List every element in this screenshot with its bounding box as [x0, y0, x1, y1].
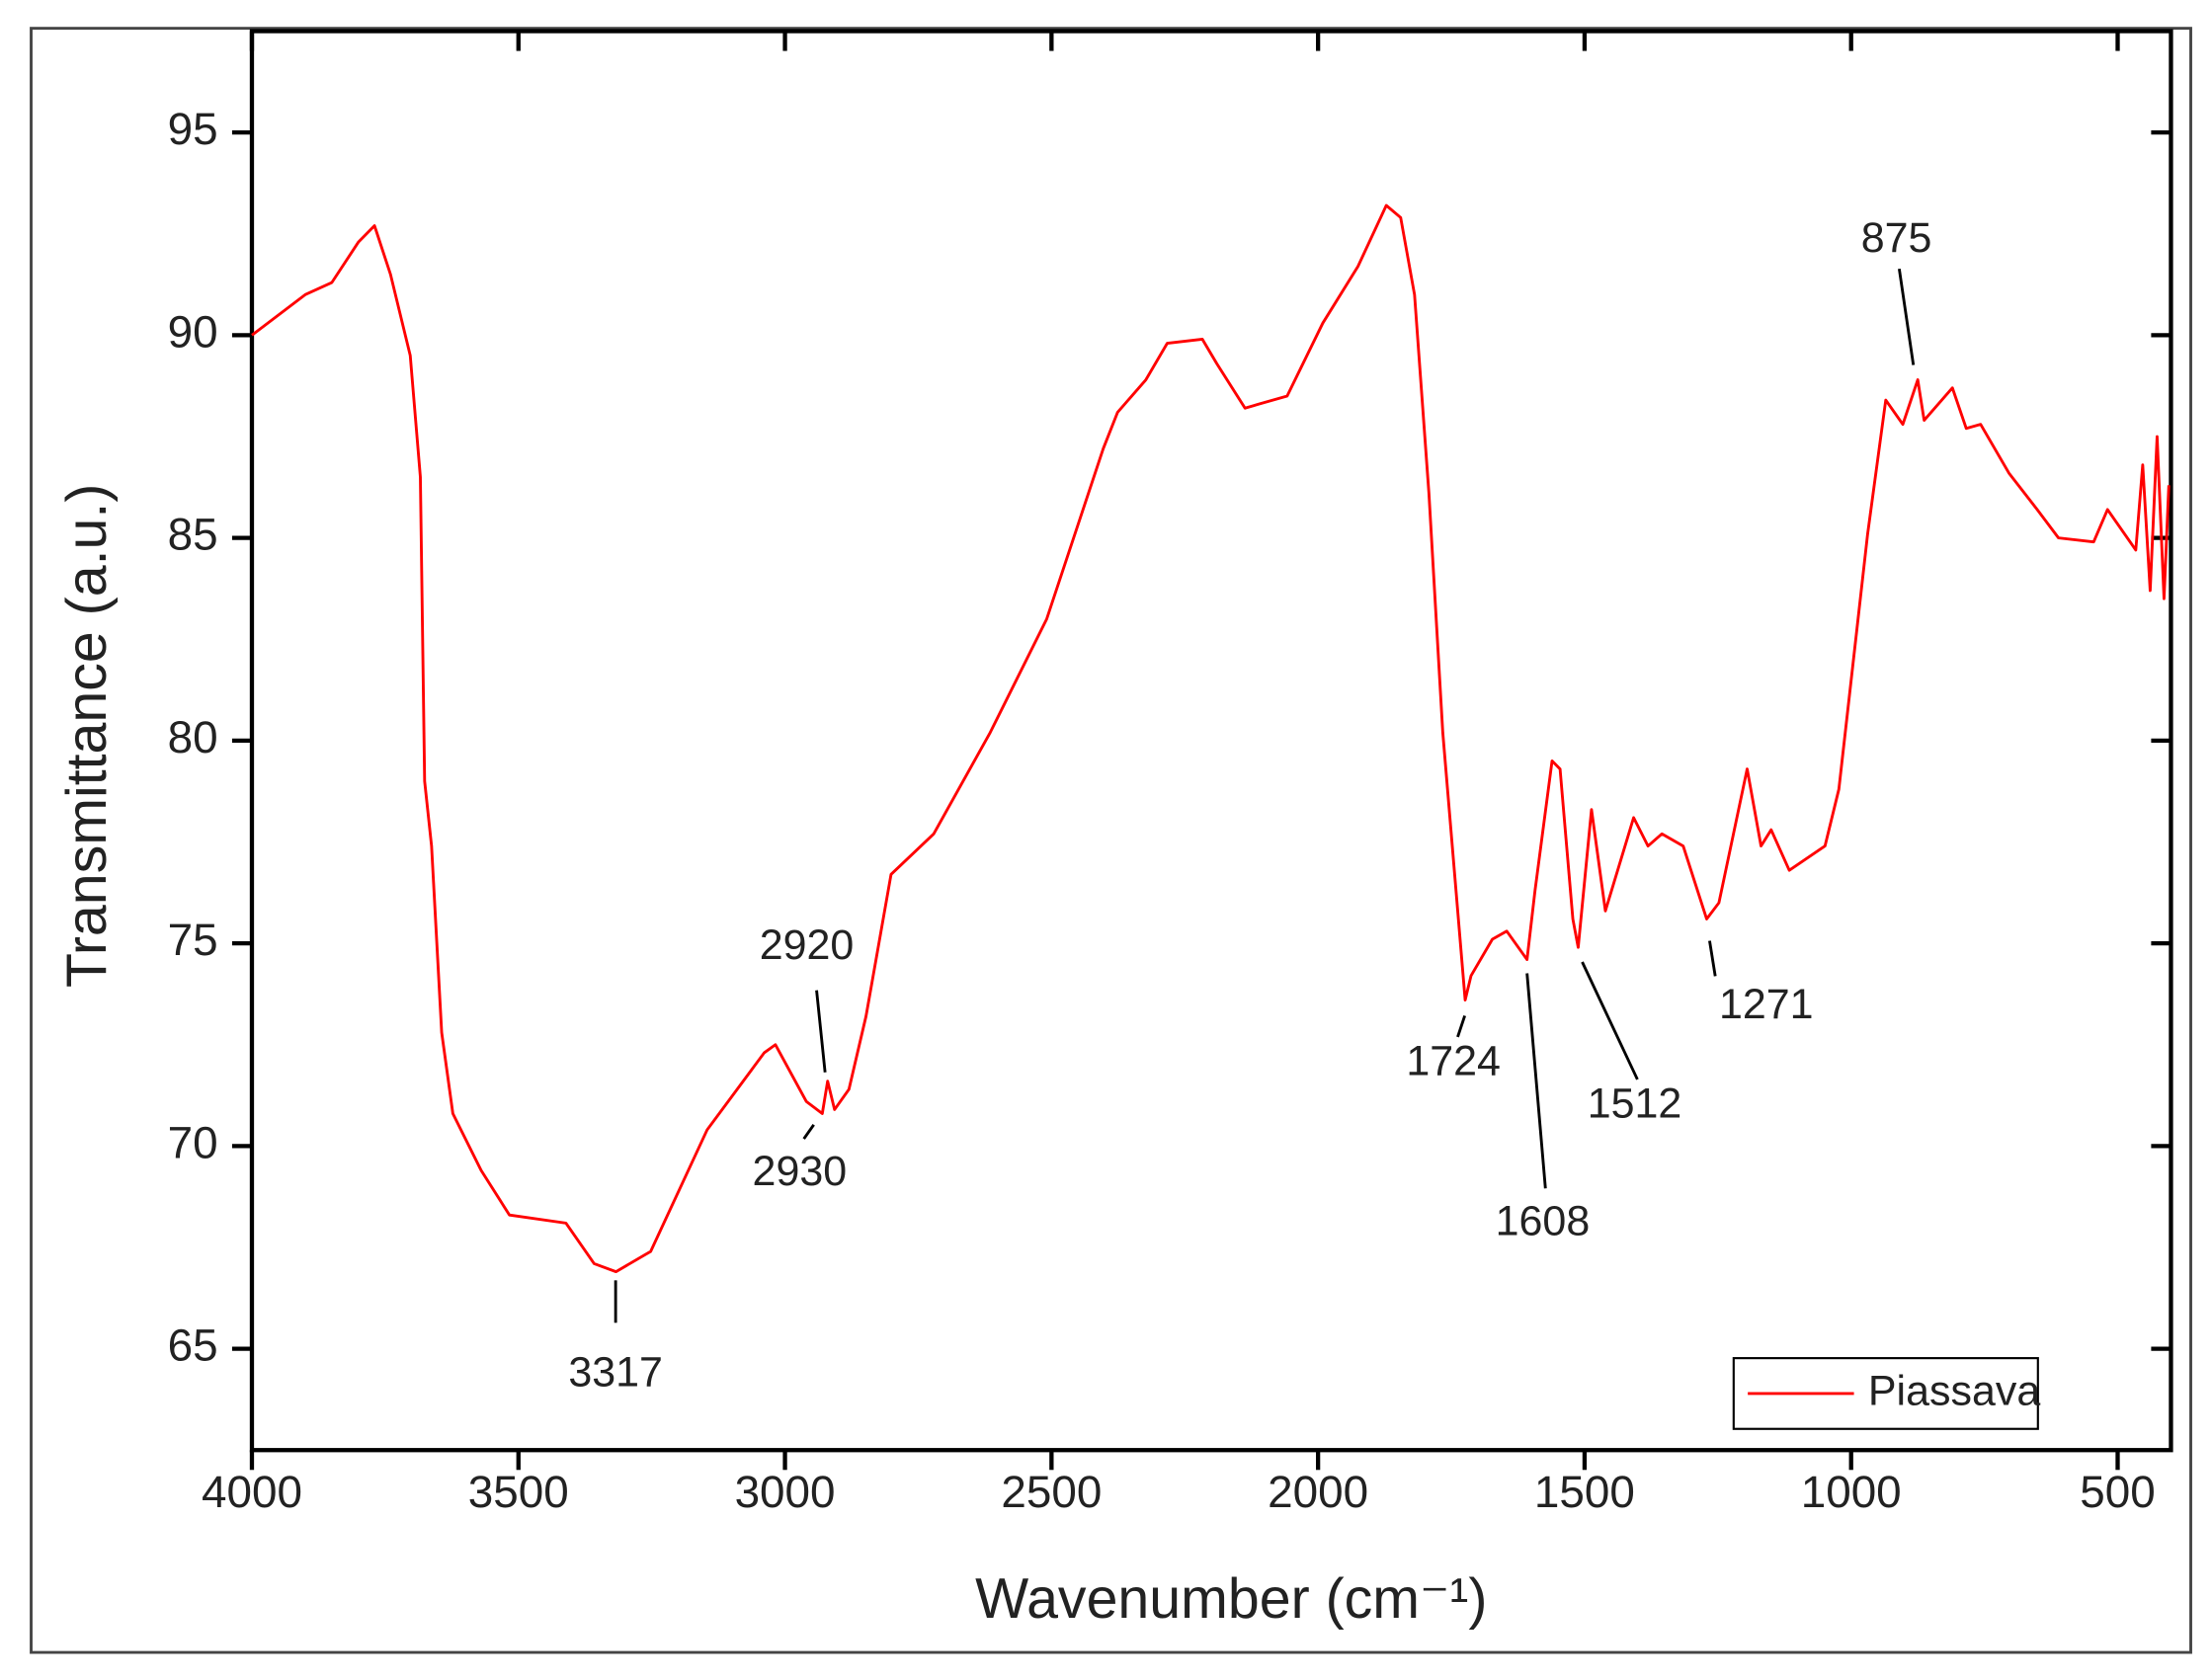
y-tick-label: 95 — [168, 104, 218, 154]
y-tick-label: 65 — [168, 1320, 218, 1371]
annotation: 2920 — [760, 921, 855, 969]
y-tick-label: 75 — [168, 915, 218, 965]
y-tick-label: 85 — [168, 510, 218, 560]
spectrum-line — [251, 203, 2171, 1274]
annotation: 1724 — [1406, 1038, 1501, 1085]
annotation-leader — [1581, 961, 1639, 1080]
x-tick-label: 4000 — [202, 1467, 302, 1517]
annotation-leader — [802, 1123, 815, 1140]
annotation: 3317 — [568, 1349, 663, 1397]
x-tick-label: 1500 — [1534, 1467, 1635, 1517]
annotation: 875 — [1861, 214, 1932, 262]
annotation-leader — [1456, 1015, 1466, 1038]
annotation-leader — [1525, 973, 1547, 1189]
y-tick-label: 80 — [168, 712, 218, 762]
annotation: 1608 — [1496, 1197, 1591, 1244]
x-tick-label: 3500 — [468, 1467, 569, 1517]
legend-label: Piassava — [1868, 1367, 2040, 1414]
legend: Piassava — [1732, 1357, 2040, 1430]
x-tick-label: 500 — [2080, 1467, 2155, 1517]
y-tick-label: 90 — [168, 306, 218, 357]
x-tick-label: 2500 — [1001, 1467, 1102, 1517]
annotation-leader — [1897, 268, 1916, 365]
y-tick-label: 70 — [168, 1117, 218, 1167]
x-tick-label: 3000 — [735, 1467, 836, 1517]
y-axis-title: Transmittance (a.u.) — [55, 484, 119, 988]
x-axis-title: Wavenumber (cm⁻¹) — [975, 1567, 1487, 1631]
annotation: 1512 — [1588, 1080, 1682, 1127]
annotation: 1271 — [1719, 981, 1814, 1028]
annotation-leader — [815, 990, 827, 1073]
outer-frame — [30, 27, 2192, 1654]
x-tick-label: 1000 — [1801, 1467, 1902, 1517]
x-tick-label: 2000 — [1268, 1467, 1368, 1517]
annotation-leader — [1708, 940, 1717, 977]
annotation: 2930 — [753, 1148, 848, 1195]
